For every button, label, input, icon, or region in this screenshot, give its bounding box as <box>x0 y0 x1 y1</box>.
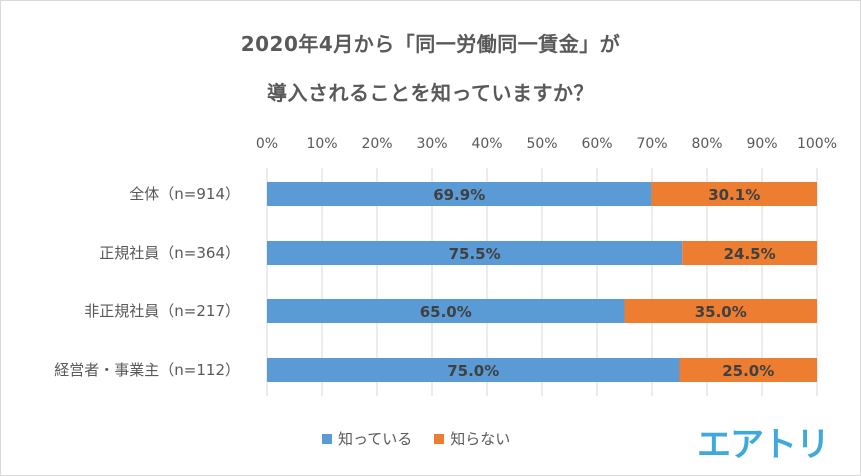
x-tick-label: 0% <box>256 136 278 152</box>
x-tick-label: 100% <box>797 136 837 152</box>
data-label: 75.5% <box>449 245 501 263</box>
category-label: 正規社員（n=364） <box>99 244 240 262</box>
data-label: 69.9% <box>433 186 485 204</box>
chart-title-line2: 導入されることを知っていますか？ <box>267 81 594 105</box>
x-tick-label: 20% <box>361 136 392 152</box>
brand-logo: エアトリ <box>697 425 830 465</box>
bar-segment <box>651 182 817 206</box>
category-label: 経営者・事業主（n=112） <box>54 361 240 379</box>
legend-item-known: 知っている <box>322 428 412 449</box>
x-tick-label: 50% <box>526 136 557 152</box>
legend-swatch-known <box>322 433 332 444</box>
bar-segment <box>267 182 652 206</box>
legend-label-unknown: 知らない <box>450 430 511 448</box>
x-tick-label: 10% <box>306 136 337 152</box>
data-label: 25.0% <box>722 362 774 380</box>
bar-segment <box>267 299 625 323</box>
x-tick-label: 80% <box>691 136 722 152</box>
x-tick-label: 90% <box>746 136 777 152</box>
data-label: 24.5% <box>724 245 776 263</box>
bar-segment <box>624 299 817 323</box>
legend-swatch-unknown <box>434 433 445 444</box>
data-label: 65.0% <box>420 303 472 321</box>
bar-segment <box>679 358 817 382</box>
category-label: 非正規社員（n=217） <box>84 302 240 320</box>
bar-segment <box>267 358 680 382</box>
x-tick-label: 30% <box>416 136 447 152</box>
legend: 知っている 知らない <box>322 428 532 449</box>
data-label: 75.0% <box>447 362 499 380</box>
category-label: 全体（n=914） <box>129 185 240 203</box>
data-label: 30.1% <box>708 186 760 204</box>
chart-title-line1: 2020年4月から「同一労働同一賃金」が <box>240 32 621 56</box>
bar-segment <box>682 241 817 265</box>
x-tick-label: 40% <box>471 136 502 152</box>
data-label: 35.0% <box>695 303 747 321</box>
legend-item-unknown: 知らない <box>434 428 510 449</box>
bar-segment <box>267 241 683 265</box>
x-tick-label: 70% <box>636 136 667 152</box>
x-tick-label: 60% <box>581 136 612 152</box>
legend-label-known: 知っている <box>338 430 413 448</box>
